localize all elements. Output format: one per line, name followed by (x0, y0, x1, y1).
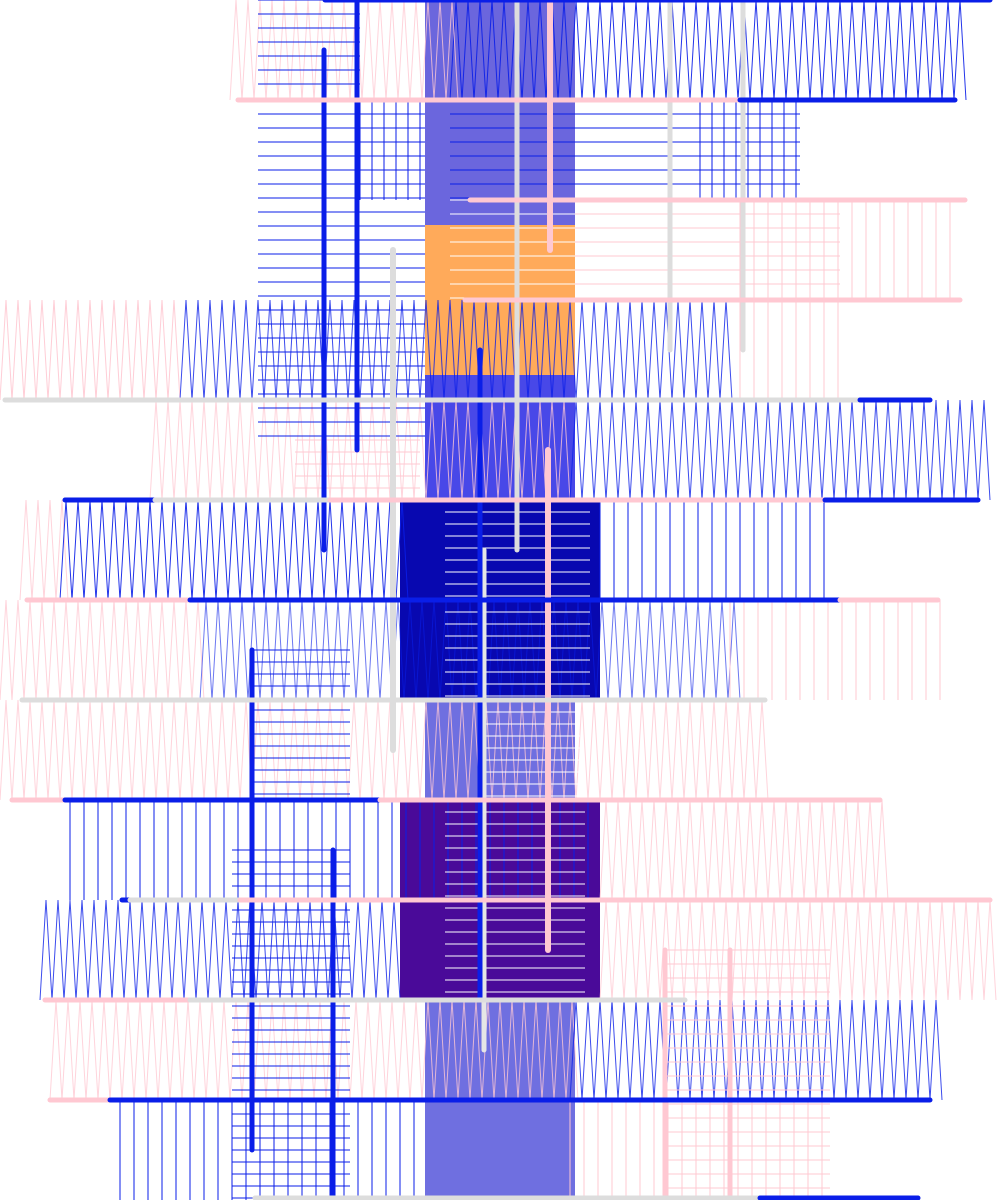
zigzag-band (569, 999, 943, 1101)
zigzag-band (449, 0, 967, 101)
zigzag-band (229, 0, 459, 101)
zigzag-band (0, 299, 181, 401)
